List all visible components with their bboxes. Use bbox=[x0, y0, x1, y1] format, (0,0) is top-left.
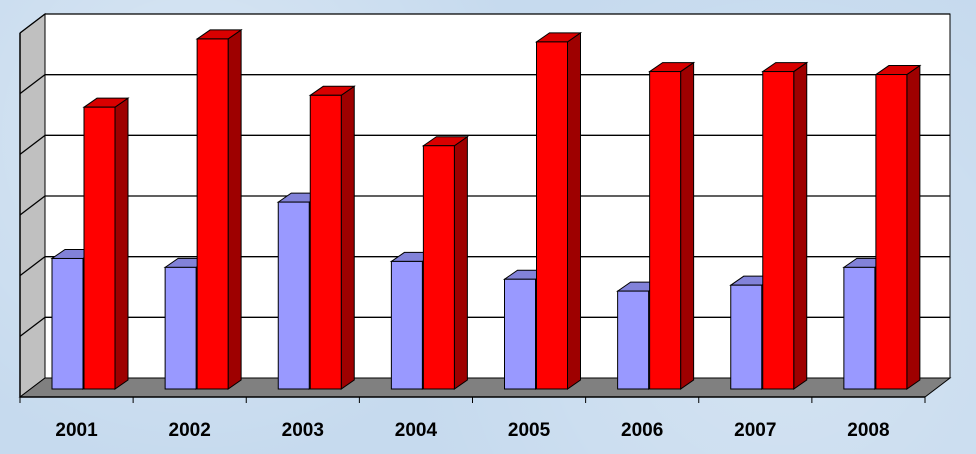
bar-side bbox=[453, 135, 468, 390]
x-tick-labels: 2001 2002 2003 2004 2005 2006 2007 2008 bbox=[55, 420, 889, 441]
x-tick-label: 2005 bbox=[508, 420, 551, 441]
bar-front bbox=[390, 260, 423, 390]
x-tick-label: 2002 bbox=[169, 420, 211, 441]
bar-2006-series-2 bbox=[648, 61, 696, 390]
x-axis bbox=[19, 396, 926, 403]
bar-side bbox=[567, 31, 581, 390]
bar-front bbox=[730, 284, 763, 390]
bar-front bbox=[309, 94, 342, 390]
x-tick-label: 2004 bbox=[395, 420, 438, 441]
bar-2007-series-2 bbox=[761, 61, 809, 390]
bar-side bbox=[114, 97, 129, 390]
bar-side bbox=[906, 64, 921, 390]
bar-front bbox=[277, 201, 310, 390]
bar-front bbox=[649, 71, 682, 390]
x-tick-label: 2003 bbox=[282, 420, 324, 441]
bar-front bbox=[504, 278, 536, 390]
gridline-side bbox=[19, 74, 46, 95]
bar-front bbox=[617, 290, 650, 390]
bar-front bbox=[762, 71, 795, 390]
bar-side bbox=[340, 85, 355, 390]
bar-2004-series-2 bbox=[421, 135, 469, 390]
bars bbox=[50, 28, 922, 390]
bar-front bbox=[422, 145, 455, 390]
bar-2001-series-2 bbox=[82, 97, 130, 390]
chart-floor bbox=[18, 377, 952, 398]
bar-front bbox=[875, 74, 908, 390]
gridline-side bbox=[19, 134, 46, 155]
gridline-side bbox=[19, 13, 46, 34]
bar-side bbox=[227, 28, 242, 390]
gridline-side bbox=[19, 195, 46, 216]
bar-2003-series-2 bbox=[308, 85, 356, 390]
bar-2002-series-2 bbox=[195, 28, 243, 390]
bar-side bbox=[680, 61, 695, 390]
bar-2005-series-2 bbox=[534, 31, 583, 390]
gridline-side bbox=[19, 256, 46, 277]
x-tick-label: 2006 bbox=[621, 420, 663, 441]
x-tick-label: 2001 bbox=[55, 420, 98, 441]
bar-front bbox=[843, 266, 876, 390]
bar-front bbox=[51, 257, 84, 390]
bar-front bbox=[83, 106, 116, 390]
bar-front bbox=[164, 266, 197, 390]
x-tick-label: 2007 bbox=[734, 420, 776, 441]
bar-front bbox=[536, 41, 568, 390]
bar-front bbox=[196, 38, 229, 390]
gridline-side bbox=[19, 316, 46, 337]
x-tick-label: 2008 bbox=[847, 420, 889, 441]
bar-side bbox=[793, 61, 808, 390]
bar-2008-series-2 bbox=[874, 64, 922, 390]
